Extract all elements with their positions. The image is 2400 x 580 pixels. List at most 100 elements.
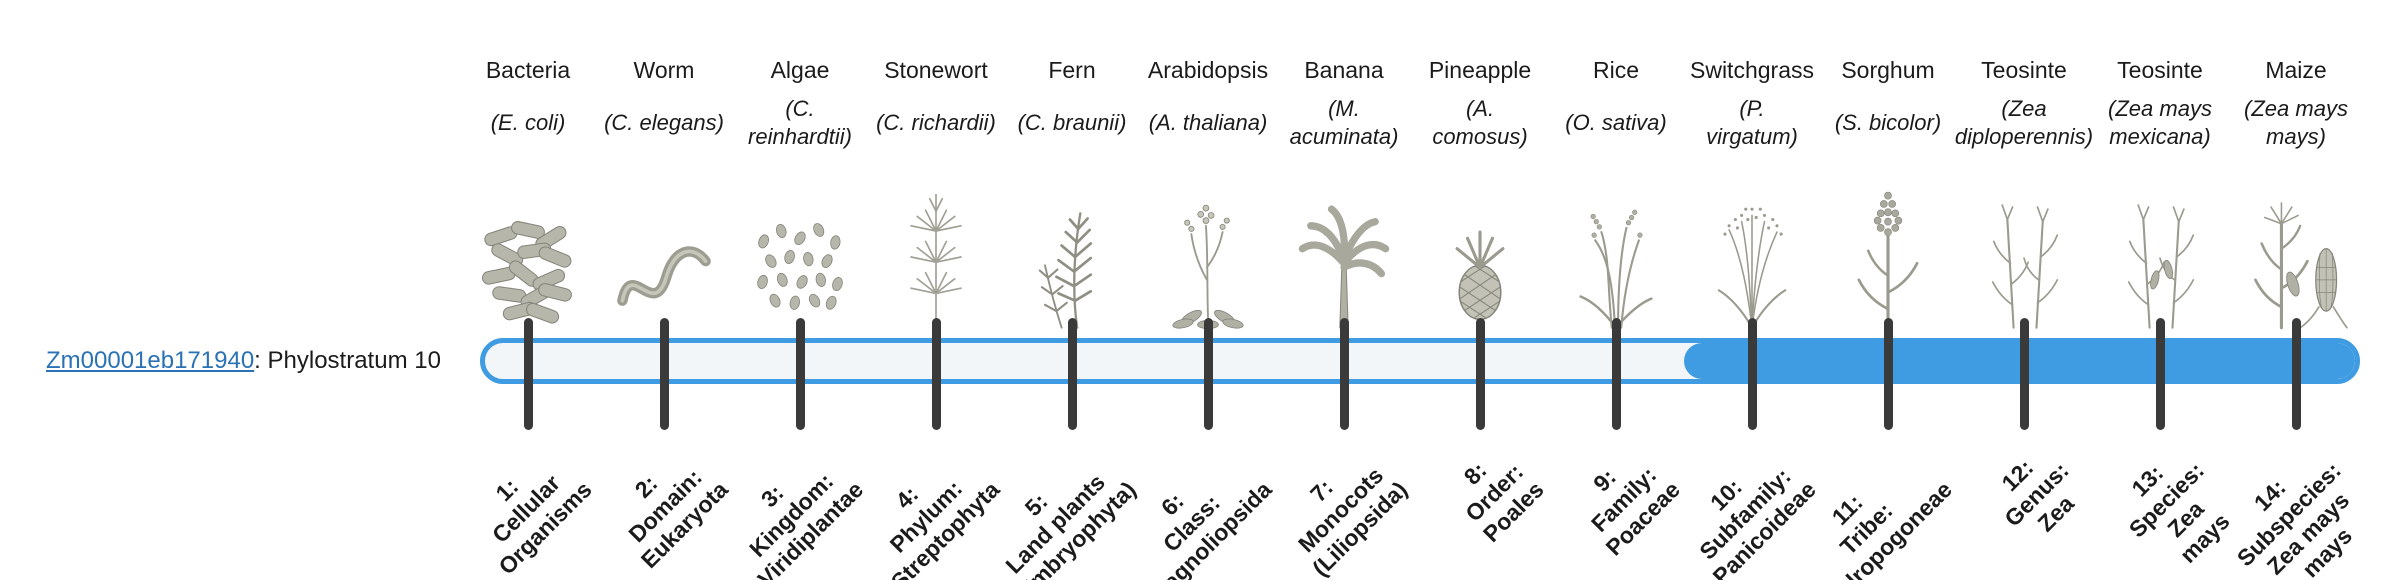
taxon-scientific-name: (Zea mays mays) bbox=[2186, 91, 2400, 155]
fern-icon bbox=[1017, 174, 1127, 330]
taxon-scientific-name: (A. comosus) bbox=[1370, 91, 1590, 155]
taxon-scientific-name-line: virgatum) bbox=[1706, 123, 1798, 149]
taxon-header: Rice (O. sativa) bbox=[1506, 56, 1726, 155]
taxon-header: Arabidopsis (A. thaliana) bbox=[1098, 56, 1318, 155]
teosinte-diploperennis-icon bbox=[1969, 174, 2079, 330]
banana-icon bbox=[1289, 174, 1399, 330]
taxon-header: Banana (M. acuminata) bbox=[1234, 56, 1454, 155]
phylostratum-tick bbox=[2019, 318, 2029, 430]
taxon-scientific-name-line: acuminata) bbox=[1289, 123, 1399, 149]
taxon-header: Teosinte (Zea mays mexicana) bbox=[2050, 56, 2270, 155]
taxon-name: Algae bbox=[770, 57, 830, 83]
phylostratum-tick bbox=[1203, 318, 1213, 430]
taxon-scientific-name: (Zea diploperennis) bbox=[1914, 91, 2134, 155]
sorghum-icon bbox=[1833, 174, 1943, 330]
taxon-scientific-name: (C. braunii) bbox=[962, 91, 1182, 155]
taxon-scientific-name: (A. thaliana) bbox=[1098, 91, 1318, 155]
taxon-name: Switchgrass bbox=[1690, 57, 1814, 83]
taxon-scientific-name: (C. elegans) bbox=[554, 91, 774, 155]
algae-icon bbox=[745, 174, 855, 330]
taxon-scientific-name-line: (A. thaliana) bbox=[1148, 110, 1268, 135]
taxon-scientific-name-line: (Zea mays bbox=[2244, 96, 2348, 122]
taxon-scientific-name: (P. virgatum) bbox=[1642, 91, 1862, 155]
pineapple-icon bbox=[1425, 174, 1535, 330]
phylostratum-tick bbox=[2291, 318, 2301, 430]
taxon-name: Fern bbox=[1048, 57, 1096, 83]
taxon-scientific-name-line: (Zea bbox=[2001, 96, 2047, 122]
taxon-scientific-name-line: (S. bicolor) bbox=[1834, 110, 1942, 135]
taxon-name: Stonewort bbox=[884, 57, 988, 83]
taxon-header: Bacteria (E. coli) bbox=[418, 56, 638, 155]
phylostratum-label: 9: Family: Poaceae bbox=[1562, 438, 1686, 562]
taxon-scientific-name-line: reinhardtii) bbox=[748, 123, 852, 149]
rice-icon bbox=[1561, 174, 1671, 330]
gene-link[interactable]: Zm00001eb171940 bbox=[46, 347, 255, 374]
taxon-name: Maize bbox=[2265, 57, 2327, 83]
taxon-header: Algae (C. reinhardtii) bbox=[690, 56, 910, 155]
phylostratum-label: 13: Species: Zea mays bbox=[2105, 438, 2249, 580]
taxon-header: Sorghum (S. bicolor) bbox=[1778, 56, 1998, 155]
taxon-scientific-name-line: (M. bbox=[1328, 96, 1360, 122]
taxon-scientific-name: (M. acuminata) bbox=[1234, 91, 1454, 155]
phylostratum-label: 12: Genus: Zea bbox=[1980, 438, 2094, 552]
teosinte-mexicana-icon bbox=[2105, 174, 2215, 330]
phylostratum-tick bbox=[523, 318, 533, 430]
phylostratum-tick bbox=[931, 318, 941, 430]
maize-icon bbox=[2241, 174, 2351, 330]
taxon-header: Pineapple (A. comosus) bbox=[1370, 56, 1590, 155]
taxon-name: Teosinte bbox=[1981, 57, 2067, 83]
phylostratum-label: 1: Cellular Organisms bbox=[455, 438, 598, 580]
phylostratum-tick bbox=[795, 318, 805, 430]
phylostratum-label: 2: Domain: Eukaryota bbox=[597, 438, 733, 574]
taxon-name: Banana bbox=[1304, 57, 1384, 83]
bacteria-icon bbox=[473, 174, 583, 330]
taxon-scientific-name-line: (C. bbox=[785, 96, 815, 122]
taxon-name: Bacteria bbox=[485, 57, 571, 83]
phylostrata-bar bbox=[480, 338, 2360, 384]
taxon-header: Teosinte (Zea diploperennis) bbox=[1914, 56, 2134, 155]
taxon-name: Worm bbox=[633, 57, 695, 83]
taxon-scientific-name-line: comosus) bbox=[1432, 123, 1528, 149]
taxon-name: Sorghum bbox=[1841, 57, 1935, 83]
worm-icon bbox=[609, 174, 719, 330]
phylostratum-tick bbox=[1339, 318, 1349, 430]
taxon-scientific-name-line: (O. sativa) bbox=[1565, 110, 1667, 135]
phylostratum-label: 14: Subspecies: Zea mays mays bbox=[2212, 438, 2385, 580]
taxon-scientific-name: (C. richardii) bbox=[826, 91, 1046, 155]
arabidopsis-icon bbox=[1153, 174, 1263, 330]
taxon-name: Rice bbox=[1592, 57, 1639, 83]
stonewort-icon bbox=[881, 174, 991, 330]
phylostratum-tick bbox=[1067, 318, 1077, 430]
taxon-header: Stonewort (C. richardii) bbox=[826, 56, 1046, 155]
taxon-scientific-name-line: (P. bbox=[1739, 96, 1765, 122]
phylostratum-tick bbox=[1611, 318, 1621, 430]
taxon-scientific-name-line: (C. elegans) bbox=[604, 110, 724, 135]
phylostratum-tick bbox=[2155, 318, 2165, 430]
phylostratum-label: 6: Class: Magnoliopsida bbox=[1106, 438, 1277, 580]
phylostratum-tick bbox=[1883, 318, 1893, 430]
taxon-scientific-name: (Zea mays mexicana) bbox=[2050, 91, 2270, 155]
phylostratum-tick bbox=[659, 318, 669, 430]
taxon-header: Fern (C. braunii) bbox=[962, 56, 1182, 155]
taxon-scientific-name-line: (C. richardii) bbox=[876, 110, 996, 135]
phylostratum-tick bbox=[1475, 318, 1485, 430]
gene-label: Zm00001eb171940: Phylostratum 10 bbox=[46, 347, 441, 375]
phylostratum-label: 7: Monocots (Liliopsida) bbox=[1269, 438, 1413, 580]
taxon-scientific-name-line: diploperennis) bbox=[1954, 123, 2094, 149]
taxon-name: Teosinte bbox=[2117, 57, 2203, 83]
taxon-scientific-name-line: mays) bbox=[2266, 123, 2326, 149]
taxon-scientific-name-line: (E. coli) bbox=[490, 110, 566, 135]
taxon-name: Arabidopsis bbox=[1147, 57, 1269, 83]
taxon-header: Worm (C. elegans) bbox=[554, 56, 774, 155]
taxon-scientific-name: (S. bicolor) bbox=[1778, 91, 1998, 155]
taxon-scientific-name: (C. reinhardtii) bbox=[690, 91, 910, 155]
taxon-scientific-name-line: (Zea mays bbox=[2108, 96, 2212, 122]
taxon-header: Switchgrass (P. virgatum) bbox=[1642, 56, 1862, 155]
taxon-header: Maize (Zea mays mays) bbox=[2186, 56, 2400, 155]
phylostratum-label: 8: Order: Poales bbox=[1440, 438, 1550, 548]
taxon-name: Pineapple bbox=[1428, 57, 1532, 83]
switchgrass-icon bbox=[1697, 174, 1807, 330]
taxon-scientific-name-line: (C. braunii) bbox=[1017, 110, 1127, 135]
gene-phylostratum-text: : Phylostratum 10 bbox=[254, 347, 441, 374]
